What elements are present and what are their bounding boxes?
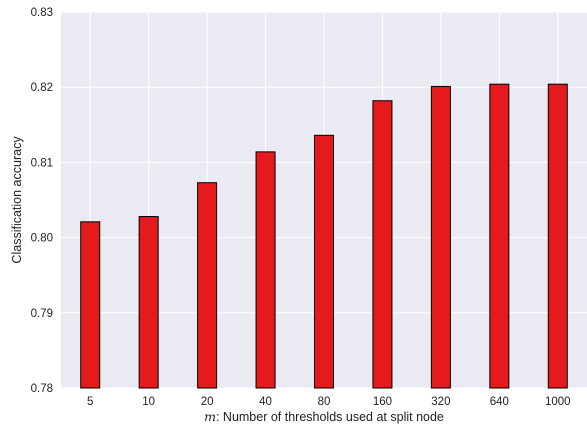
- y-tick-labels: 0.78 0.79 0.80 0.81 0.82 0.83: [31, 7, 53, 395]
- x-axis-label-variable: m: [204, 409, 216, 424]
- bar-1000: [547, 83, 568, 389]
- bar-320: [430, 85, 451, 389]
- x-tick-label: 40: [259, 396, 272, 408]
- y-tick-label: 0.83: [31, 7, 53, 19]
- bar-10: [138, 216, 159, 389]
- bars: [80, 83, 568, 389]
- y-tick-label: 0.82: [31, 82, 53, 94]
- x-tick-label: 640: [490, 396, 509, 408]
- x-tick-labels: 5 10 20 40 80 160 320 640 1000: [87, 396, 571, 408]
- bar-160: [372, 100, 393, 389]
- x-axis-label-text: : Number of thresholds used at split nod…: [216, 410, 444, 424]
- bar-40: [255, 151, 276, 389]
- x-tick-label: 80: [318, 396, 331, 408]
- bar-20: [197, 182, 218, 389]
- x-tick-label: 20: [201, 396, 214, 408]
- bar-80: [314, 134, 334, 389]
- x-tick-label: 160: [373, 396, 392, 408]
- x-tick-label: 1000: [545, 396, 571, 408]
- bar-640: [489, 83, 510, 389]
- y-tick-label: 0.81: [31, 157, 53, 169]
- x-axis-label: m: Number of thresholds used at split no…: [204, 409, 444, 424]
- x-tick-label: 320: [431, 396, 450, 408]
- bar-5: [80, 221, 101, 389]
- x-tick-label: 5: [87, 396, 93, 408]
- y-axis-label: Classification accuracy: [10, 136, 24, 264]
- y-tick-label: 0.79: [31, 308, 53, 320]
- x-tick-label: 10: [142, 396, 155, 408]
- y-tick-label: 0.80: [31, 233, 53, 245]
- y-tick-label: 0.78: [31, 383, 53, 395]
